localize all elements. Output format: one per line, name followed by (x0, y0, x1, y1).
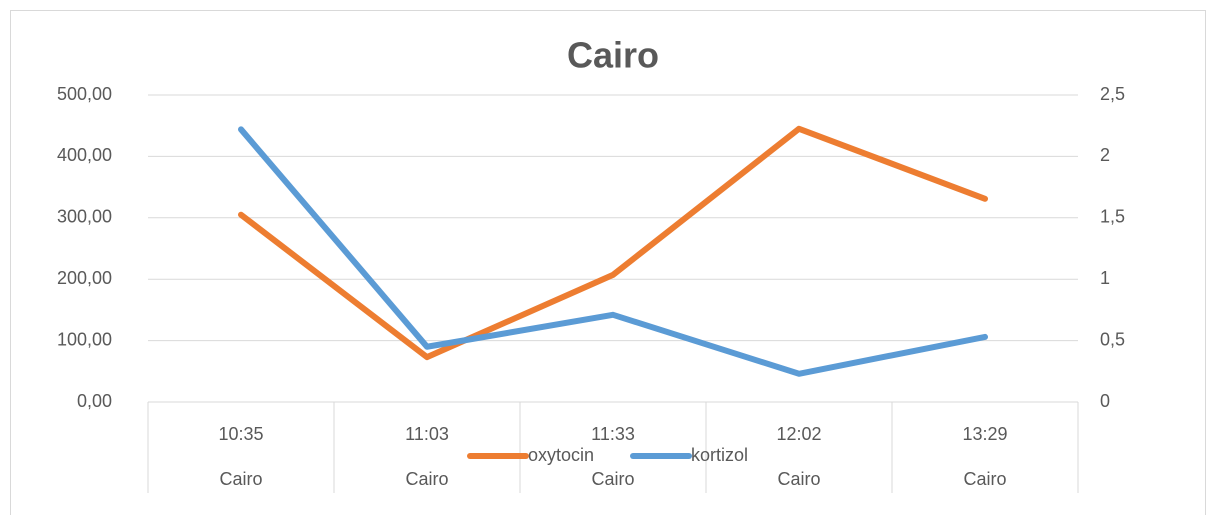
y-tick-label: 400,00 (57, 145, 112, 165)
x-group-label: Cairo (591, 469, 634, 489)
series-line (238, 125, 988, 361)
y2-tick-label: 2,5 (1100, 84, 1125, 104)
legend-label: kortizol (691, 445, 748, 465)
y2-tick-label: 1,5 (1100, 207, 1125, 227)
y-tick-label: 500,00 (57, 84, 112, 104)
x-group-label: Cairo (219, 469, 262, 489)
y-tick-label: 200,00 (57, 268, 112, 288)
x-tick-label: 12:02 (776, 424, 821, 444)
y-tick-label: 0,00 (77, 391, 112, 411)
x-tick-label: 11:33 (591, 424, 635, 444)
y2-tick-label: 1 (1100, 268, 1110, 288)
chart-title: Cairo (567, 35, 659, 76)
y-tick-label: 300,00 (57, 207, 112, 227)
x-group-label: Cairo (777, 469, 820, 489)
x-tick-label: 11:03 (405, 424, 449, 444)
x-tick-label: 10:35 (218, 424, 263, 444)
x-group-label: Cairo (405, 469, 448, 489)
y2-tick-label: 2 (1100, 145, 1110, 165)
series-line (238, 126, 988, 377)
y-tick-label: 100,00 (57, 329, 112, 349)
y2-tick-label: 0 (1100, 391, 1110, 411)
x-group-label: Cairo (963, 469, 1006, 489)
legend-label: oxytocin (528, 445, 594, 465)
y2-tick-label: 0,5 (1100, 329, 1125, 349)
x-tick-label: 13:29 (962, 424, 1007, 444)
